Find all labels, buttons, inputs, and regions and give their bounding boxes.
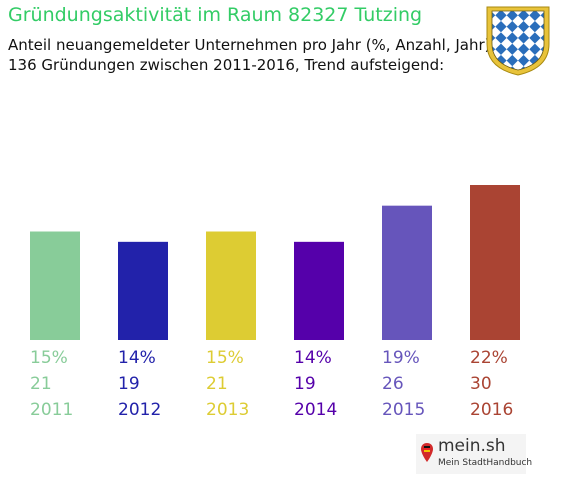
percent-label-2012: 14%: [118, 348, 156, 368]
percent-label-2016: 22%: [470, 348, 508, 368]
year-label-2014: 2014: [294, 400, 337, 420]
brand-tagline: Mein StadtHandbuch: [438, 458, 533, 468]
chart-subtitle: Anteil neuangemeldeter Unternehmen pro J…: [8, 36, 491, 54]
count-label-2016: 30: [470, 374, 492, 394]
year-label-2012: 2012: [118, 400, 161, 420]
bar-2012: [118, 241, 168, 340]
brand-box: [416, 434, 526, 474]
year-label-2011: 2011: [30, 400, 73, 420]
bar-2016: [470, 185, 520, 340]
chart-summary: 136 Gründungen zwischen 2011-2016, Trend…: [8, 56, 445, 74]
percent-label-2015: 19%: [382, 348, 420, 368]
count-label-2015: 26: [382, 374, 404, 394]
year-label-2015: 2015: [382, 400, 425, 420]
bar-2014: [294, 241, 344, 340]
count-label-2011: 21: [30, 374, 52, 394]
brand-name: mein.sh: [438, 436, 506, 456]
location-pin-icon: [421, 443, 433, 462]
year-label-2013: 2013: [206, 400, 249, 420]
count-label-2012: 19: [118, 374, 140, 394]
bar-2013: [206, 231, 256, 340]
bar-2015: [382, 205, 432, 340]
percent-label-2014: 14%: [294, 348, 332, 368]
bar-2011: [30, 231, 80, 340]
percent-label-2011: 15%: [30, 348, 68, 368]
count-label-2014: 19: [294, 374, 316, 394]
bavarian-coat-of-arms-icon: [486, 6, 550, 76]
year-label-2016: 2016: [470, 400, 513, 420]
chart-title: Gründungsaktivität im Raum 82327 Tutzing: [8, 4, 423, 26]
percent-label-2013: 15%: [206, 348, 244, 368]
count-label-2013: 21: [206, 374, 228, 394]
